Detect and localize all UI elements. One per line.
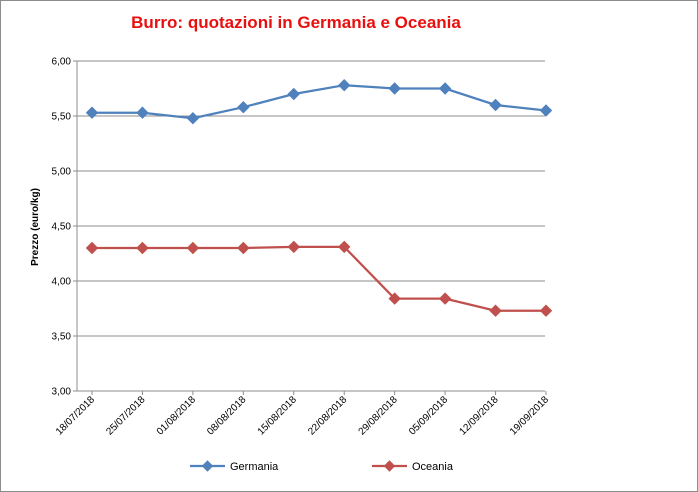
data-point-oceania xyxy=(539,304,553,317)
x-tick-labels: 18/07/2018 25/07/2018 01/08/2018 08/08/2018… xyxy=(54,394,551,437)
x-tick-label: 05/09/2018 xyxy=(407,394,450,437)
data-point-germania xyxy=(539,104,553,117)
y-tick-labels: 3,00 3,50 4,00 4,50 5,00 5,50 6,00 xyxy=(52,57,72,398)
x-tick-label: 19/09/2018 xyxy=(508,394,551,437)
data-point-oceania xyxy=(287,240,300,254)
data-point-germania xyxy=(489,98,502,112)
y-axis-label: Prezzo (euro/kg) xyxy=(30,188,41,266)
y-tick-label: 5,50 xyxy=(52,112,72,123)
data-point-germania xyxy=(136,106,149,119)
y-tick-label: 3,00 xyxy=(52,387,72,398)
x-tick-label: 22/08/2018 xyxy=(306,394,349,437)
y-tick-label: 4,00 xyxy=(52,277,72,288)
x-tick-label: 18/07/2018 xyxy=(54,394,97,437)
series-layer xyxy=(85,78,553,317)
legend-label-germania: Germania xyxy=(230,461,279,473)
data-point-germania xyxy=(186,111,200,125)
chart-title: Burro: quotazioni in Germania e Oceania xyxy=(131,13,461,32)
y-tick-label: 3,50 xyxy=(52,332,72,343)
y-tick-label: 4,50 xyxy=(52,222,72,233)
data-point-oceania xyxy=(489,304,502,317)
x-tick-label: 01/08/2018 xyxy=(155,394,198,437)
grid-lines xyxy=(77,60,545,337)
x-tick-label: 15/08/2018 xyxy=(256,394,299,437)
legend-marker-germania xyxy=(201,460,214,472)
series-line-oceania xyxy=(92,245,546,312)
data-point-germania xyxy=(237,100,250,114)
data-point-oceania xyxy=(388,292,401,305)
legend-marker-oceania xyxy=(383,460,396,472)
x-tick-label: 12/09/2018 xyxy=(457,394,500,437)
y-tick-label: 5,00 xyxy=(52,167,72,178)
y-tick-label: 6,00 xyxy=(52,57,72,68)
data-point-germania xyxy=(287,87,300,101)
data-point-oceania xyxy=(338,240,351,254)
x-tick-label: 08/08/2018 xyxy=(205,394,248,437)
data-point-oceania xyxy=(438,292,452,305)
data-point-oceania xyxy=(237,241,250,255)
data-point-oceania xyxy=(136,241,149,255)
legend: Germania Oceania xyxy=(190,460,454,473)
data-point-oceania xyxy=(85,241,99,255)
legend-label-oceania: Oceania xyxy=(412,461,454,473)
data-point-germania xyxy=(388,82,401,95)
x-tick-label: 29/08/2018 xyxy=(357,394,400,437)
axes xyxy=(73,60,547,395)
data-point-germania xyxy=(438,82,452,95)
data-point-germania xyxy=(338,78,351,92)
series-line-germania xyxy=(92,84,547,120)
data-point-germania xyxy=(85,106,99,119)
x-tick-label: 25/07/2018 xyxy=(104,394,147,437)
data-point-oceania xyxy=(186,241,200,255)
